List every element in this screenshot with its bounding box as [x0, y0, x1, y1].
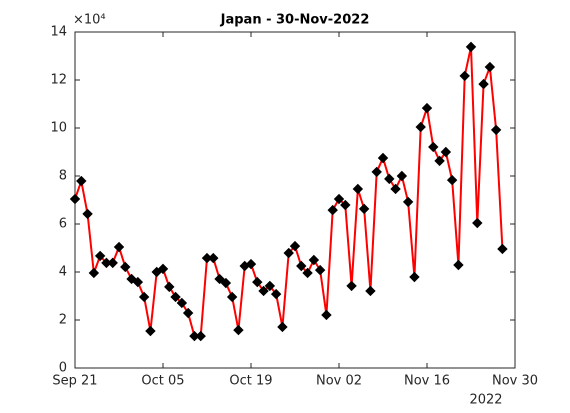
marker [308, 254, 320, 266]
marker [270, 288, 282, 300]
marker [396, 170, 408, 182]
y-tick-label: 4 [59, 265, 67, 280]
y-tick-label: 0 [59, 361, 67, 376]
marker [94, 250, 106, 262]
marker [214, 273, 225, 285]
marker [321, 309, 332, 321]
marker [76, 175, 87, 187]
marker [377, 152, 389, 164]
marker [120, 261, 131, 273]
marker [409, 271, 420, 283]
marker [208, 252, 219, 264]
marker [132, 276, 144, 288]
marker [415, 121, 426, 133]
y-tick-label: 6 [59, 217, 67, 232]
chart-title: Japan - 30-Nov-2022 [220, 13, 370, 28]
marker [358, 203, 370, 215]
marker [82, 208, 93, 220]
marker [226, 291, 238, 303]
marker [233, 324, 244, 336]
marker [428, 141, 439, 153]
marker [170, 291, 181, 303]
marker [88, 267, 100, 279]
plot-area [74, 31, 516, 369]
x-tick-label: Oct 19 [229, 374, 272, 389]
marker [195, 330, 206, 342]
y-tick-label: 8 [59, 169, 67, 184]
marker [302, 267, 313, 279]
marker [497, 243, 508, 255]
marker [340, 199, 351, 211]
x-year-label: 2022 [469, 393, 502, 408]
y-tick-label: 14 [50, 25, 67, 40]
y-tick-label: 2 [59, 313, 67, 328]
marker [157, 263, 169, 275]
marker [138, 291, 150, 303]
marker [252, 276, 263, 288]
marker [478, 78, 489, 90]
marker [459, 70, 470, 82]
marker [440, 146, 452, 158]
marker [220, 277, 232, 289]
marker [145, 325, 156, 337]
marker [264, 280, 276, 292]
marker [258, 285, 269, 297]
marker [472, 217, 483, 229]
x-tick-label: Nov 16 [404, 374, 450, 389]
marker [113, 241, 125, 253]
marker [245, 258, 257, 270]
marker [434, 155, 445, 167]
x-tick-label: Nov 30 [492, 374, 538, 389]
marker [390, 183, 401, 195]
marker [296, 260, 307, 272]
marker [453, 259, 464, 271]
marker [465, 41, 477, 53]
marker [277, 321, 288, 333]
marker [365, 285, 376, 297]
marker [484, 61, 496, 73]
marker [164, 281, 175, 293]
marker [107, 257, 118, 269]
marker [421, 102, 433, 114]
marker [346, 280, 357, 292]
marker [314, 264, 326, 276]
y-exponent: ×10⁴ [73, 13, 106, 28]
marker [490, 124, 502, 136]
marker [69, 193, 81, 205]
marker [283, 247, 294, 259]
marker [446, 174, 458, 186]
marker [384, 173, 395, 185]
marker [352, 183, 364, 195]
y-tick-label: 10 [50, 121, 67, 136]
marker [176, 297, 188, 309]
x-tick-label: Sep 21 [52, 374, 97, 389]
marker [182, 307, 194, 319]
x-tick-label: Oct 05 [141, 374, 184, 389]
marker [327, 204, 338, 216]
marker [333, 193, 345, 205]
marker [402, 196, 414, 208]
marker [289, 240, 301, 252]
y-tick-label: 12 [50, 73, 67, 88]
marker [371, 166, 382, 178]
x-tick-label: Nov 02 [316, 374, 362, 389]
